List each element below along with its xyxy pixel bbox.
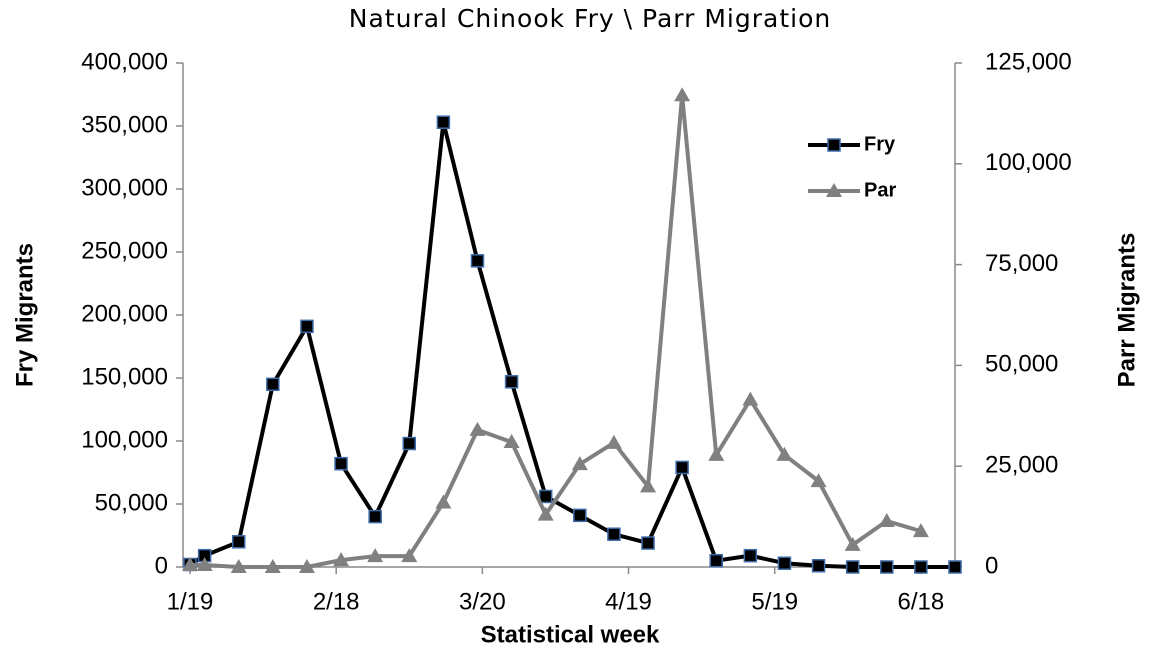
y2-tick-label: 125,000: [985, 48, 1072, 75]
data-point: [605, 434, 622, 449]
data-point: [811, 558, 826, 573]
y-axis-title: Fry Migrants: [11, 243, 38, 387]
data-point: [264, 559, 281, 573]
y2-tick-label: 75,000: [985, 250, 1058, 277]
legend-label: Fry: [864, 133, 896, 155]
y-tick-label: 350,000: [81, 111, 168, 138]
y-tick-label: 300,000: [81, 174, 168, 201]
data-point: [675, 460, 689, 475]
legend-label: Par: [864, 179, 896, 201]
data-point: [912, 523, 929, 538]
data-point: [880, 560, 894, 574]
y-tick-label: 200,000: [81, 300, 168, 327]
data-point: [298, 559, 315, 573]
data-point: [504, 375, 519, 389]
series-line: [188, 120, 955, 569]
data-point: [230, 559, 247, 573]
data-point: [537, 506, 554, 521]
chart-title: Natural Chinook Fry \ Parr Migration: [349, 4, 831, 33]
data-point: [469, 421, 486, 436]
data-point: [231, 535, 246, 549]
data-point: [334, 456, 348, 471]
data-point: [844, 536, 861, 551]
x-tick-label: 1/19: [167, 588, 214, 615]
data-point: [743, 548, 758, 563]
data-point: [300, 319, 314, 334]
data-point: [503, 434, 520, 449]
y-tick-label: 50,000: [95, 489, 168, 516]
y-tick-label: 150,000: [81, 363, 168, 390]
data-point: [607, 527, 621, 541]
data-point: [573, 508, 587, 523]
data-point: [435, 494, 452, 509]
data-point: [367, 548, 384, 563]
data-point: [878, 513, 895, 528]
data-point: [182, 556, 198, 571]
y2-tick-label: 50,000: [985, 351, 1058, 378]
data-point: [948, 560, 962, 574]
data-point: [368, 509, 382, 524]
data-point: [708, 446, 725, 461]
y2-tick-label: 25,000: [985, 452, 1058, 479]
data-point: [810, 473, 827, 488]
data-point: [196, 556, 213, 571]
y2-tick-label: 0: [985, 552, 998, 579]
y-tick-label: 0: [155, 552, 168, 579]
data-point: [776, 446, 793, 461]
series-line: [190, 93, 922, 569]
data-point: [571, 456, 588, 471]
data-point: [914, 560, 928, 574]
x-tick-label: 4/19: [605, 588, 652, 615]
data-point: [709, 553, 723, 568]
data-point: [402, 436, 417, 451]
legend-marker: [826, 183, 842, 197]
data-point: [641, 536, 655, 550]
data-point: [470, 254, 485, 268]
y2-tick-label: 100,000: [985, 149, 1072, 176]
legend-marker: [827, 138, 841, 152]
data-point: [742, 391, 759, 406]
data-point: [640, 478, 657, 493]
y-tick-label: 100,000: [81, 426, 168, 453]
y-tick-label: 250,000: [81, 237, 168, 264]
data-point: [777, 556, 792, 570]
data-point: [266, 377, 280, 392]
x-tick-label: 5/19: [751, 588, 798, 615]
x-tick-label: 3/20: [459, 588, 506, 615]
data-point: [436, 115, 451, 129]
x-tick-label: 6/18: [898, 588, 945, 615]
y2-axis-title: Parr Migrants: [1113, 233, 1140, 388]
data-point: [401, 548, 418, 563]
x-tick-label: 2/18: [313, 588, 360, 615]
data-point: [333, 552, 350, 567]
data-point: [674, 87, 691, 102]
data-point: [845, 560, 860, 574]
data-point: [538, 489, 553, 504]
x-axis-title: Statistical week: [481, 621, 660, 648]
y-tick-label: 400,000: [81, 48, 168, 75]
